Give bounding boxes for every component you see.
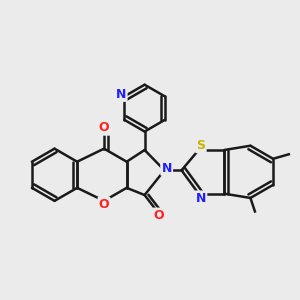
Text: O: O — [99, 198, 110, 211]
Text: O: O — [99, 122, 110, 134]
Text: S: S — [196, 139, 206, 152]
Text: N: N — [116, 88, 126, 101]
Text: O: O — [154, 209, 164, 222]
Text: N: N — [161, 161, 172, 175]
Text: N: N — [196, 192, 206, 205]
